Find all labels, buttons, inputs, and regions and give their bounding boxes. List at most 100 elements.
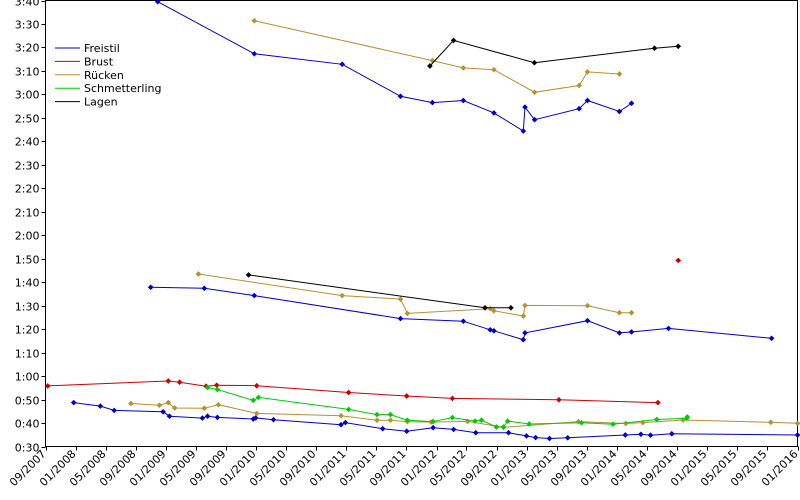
data-point-freistil	[576, 105, 582, 112]
data-point-freistil	[379, 425, 386, 432]
data-point-freistil	[668, 430, 675, 437]
data-point-r-cken	[576, 82, 582, 89]
data-point-brust	[213, 382, 220, 389]
legend-label: Freistil	[84, 42, 120, 55]
data-point-lagen	[508, 304, 514, 311]
series-line-r-cken	[198, 273, 632, 317]
legend-label: Lagen	[84, 96, 118, 109]
series-line-freistil	[150, 286, 772, 341]
y-axis: 0:30 0:40 0:50 1:00 1:10 1:20 1:30 1:40 1:50 2:00…	[15, 0, 46, 455]
y-tick-label: 2:20	[15, 183, 40, 196]
y-tick-label: 3:30	[15, 19, 40, 32]
data-point-r-cken	[215, 401, 222, 408]
data-point-schmetterling	[504, 418, 511, 424]
data-point-freistil	[429, 99, 436, 106]
y-tick-label: 1:10	[15, 348, 40, 361]
y-tick-label: 2:30	[15, 160, 40, 173]
data-point-r-cken	[251, 17, 258, 24]
series-line-lagen	[248, 274, 511, 309]
series-line-r-cken	[254, 20, 620, 93]
data-point-schmetterling	[214, 386, 221, 393]
y-tick-label: 2:50	[15, 113, 40, 126]
data-point-r-cken	[339, 292, 346, 299]
series-line-lagen	[429, 39, 679, 67]
data-point-r-cken	[491, 307, 497, 314]
data-point-r-cken	[584, 69, 591, 75]
data-point-freistil	[616, 108, 623, 115]
data-point-schmetterling	[478, 417, 485, 424]
data-point-r-cken	[338, 412, 344, 419]
data-point-r-cken	[404, 310, 411, 317]
series-line-schmetterling	[207, 387, 688, 428]
data-point-freistil	[491, 110, 497, 116]
series-brust	[44, 257, 682, 406]
y-tick-label: 3:10	[15, 66, 40, 79]
data-point-freistil	[166, 413, 173, 420]
data-point-freistil	[505, 429, 512, 436]
data-point-brust	[176, 379, 183, 386]
y-tick-label: 2:40	[15, 136, 40, 149]
data-point-schmetterling	[449, 414, 456, 421]
data-point-freistil	[460, 318, 467, 325]
series-line-freistil	[73, 402, 798, 440]
data-point-r-cken	[165, 399, 172, 406]
y-tick-label: 3:20	[15, 42, 40, 55]
data-point-schmetterling	[500, 424, 507, 430]
series-freistil	[70, 0, 800, 442]
data-point-schmetterling	[430, 418, 436, 425]
data-point-r-cken	[487, 305, 494, 312]
data-point-brust	[556, 396, 562, 403]
data-point-freistil	[201, 285, 208, 292]
data-point-r-cken	[253, 410, 260, 417]
data-point-brust	[345, 389, 352, 396]
series-line-r-cken	[130, 402, 798, 428]
data-point-brust	[165, 378, 172, 384]
data-point-freistil	[647, 432, 654, 439]
y-tick-label: 2:00	[15, 230, 40, 243]
series-line-brust	[47, 380, 658, 404]
y-tick-label: 1:30	[15, 301, 40, 314]
data-point-freistil	[339, 61, 346, 68]
y-tick-label: 2:10	[15, 207, 40, 220]
data-point-brust	[449, 395, 456, 402]
y-tick-label: 0:50	[15, 395, 40, 408]
data-point-freistil	[270, 416, 277, 423]
legend-label: Schmetterling	[84, 82, 161, 95]
data-point-freistil	[522, 104, 528, 110]
x-axis: 09/200701/200805/200809/200801/200905/20…	[7, 446, 800, 489]
data-point-schmetterling	[255, 394, 262, 401]
data-point-freistil	[251, 50, 258, 57]
data-point-r-cken	[374, 417, 380, 424]
data-point-r-cken	[622, 420, 629, 427]
data-point-freistil	[491, 327, 497, 334]
legend-label: Rücken	[84, 69, 124, 82]
data-point-freistil	[531, 116, 538, 123]
data-point-r-cken	[767, 419, 774, 426]
data-point-freistil	[768, 335, 775, 342]
data-point-freistil	[252, 415, 259, 421]
data-point-freistil	[564, 434, 571, 441]
data-point-freistil	[532, 434, 539, 441]
data-point-freistil	[397, 315, 404, 322]
data-point-r-cken	[531, 89, 538, 96]
series-schmetterling	[204, 384, 691, 430]
plot-frame	[45, 0, 798, 447]
data-point-freistil	[204, 413, 211, 420]
y-tick-label: 1:50	[15, 254, 40, 267]
data-point-lagen	[482, 304, 488, 311]
data-point-freistil	[338, 421, 344, 428]
data-point-r-cken	[195, 271, 202, 277]
data-point-freistil	[794, 432, 800, 438]
data-point-freistil	[628, 329, 635, 335]
data-point-freistil	[665, 325, 672, 332]
data-point-brust	[675, 257, 682, 264]
data-point-r-cken	[387, 417, 394, 424]
series-lagen	[245, 37, 682, 311]
y-tick-label: 1:00	[15, 371, 40, 384]
data-point-schmetterling	[387, 411, 394, 418]
data-point-freistil	[97, 403, 104, 409]
data-point-r-cken	[584, 302, 591, 309]
data-point-schmetterling	[404, 417, 411, 424]
data-point-brust	[403, 393, 410, 399]
data-point-freistil	[214, 414, 221, 421]
